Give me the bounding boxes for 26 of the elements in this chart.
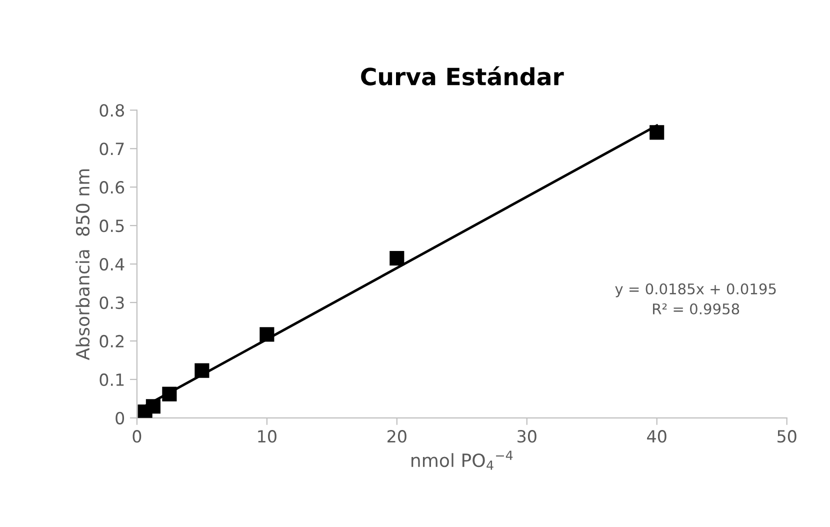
point bbox=[650, 125, 664, 140]
x-tick-label: 0 bbox=[132, 430, 142, 443]
y-tick-label: 0.2 bbox=[100, 334, 124, 348]
y-tick-label: 0.6 bbox=[100, 181, 124, 194]
y-tick-label: 0.7 bbox=[100, 142, 124, 156]
y-tick-label: 0.4 bbox=[100, 258, 124, 271]
x-tick-label: 20 bbox=[388, 430, 406, 443]
y-tick-label: 0.3 bbox=[100, 296, 124, 310]
x-tick-label: 40 bbox=[647, 430, 666, 443]
chart-title: Curva Estándar bbox=[361, 66, 564, 86]
y-tick-label: 0.5 bbox=[100, 220, 124, 232]
y-tick-label: 0.8 bbox=[100, 104, 124, 117]
x-tick-label: 10 bbox=[258, 430, 276, 443]
point bbox=[146, 399, 160, 414]
x-tick-label: 50 bbox=[778, 430, 796, 443]
point bbox=[194, 363, 210, 378]
point bbox=[390, 250, 404, 266]
y-tick-label: 0.1 bbox=[100, 373, 124, 386]
annotation: R² = 0.9958 bbox=[653, 303, 740, 314]
annotation: y = 0.0185x + 0.0195 bbox=[615, 283, 776, 298]
y-tick-label: 0 bbox=[116, 412, 124, 424]
point bbox=[162, 386, 177, 402]
point bbox=[260, 327, 274, 342]
x-tick-label: 30 bbox=[518, 430, 536, 443]
y-axis-title: Absorbancia 850 nm bbox=[76, 169, 90, 360]
x-axis-title: nmol PO$_{4}$$^{−4}$ bbox=[412, 450, 513, 470]
